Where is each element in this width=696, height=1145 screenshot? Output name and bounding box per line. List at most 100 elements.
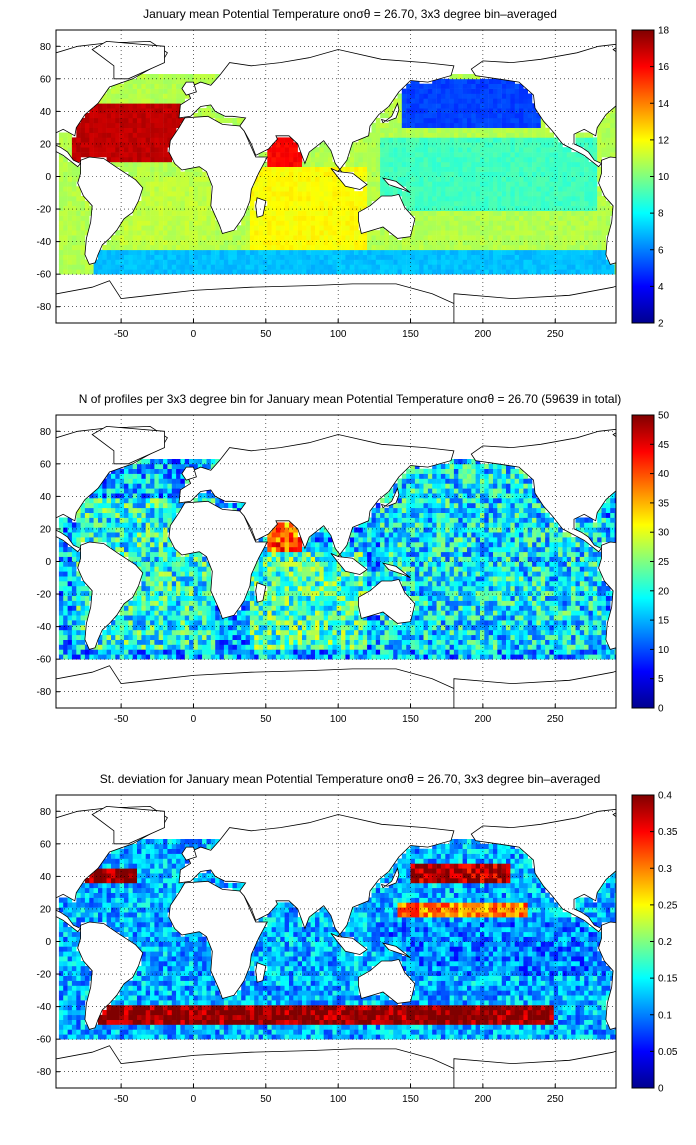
heat-cell bbox=[141, 220, 146, 225]
heat-cell bbox=[350, 640, 355, 645]
heat-cell bbox=[484, 610, 489, 615]
heat-cell bbox=[519, 98, 524, 103]
heat-cell bbox=[167, 113, 172, 118]
heat-cell bbox=[484, 635, 489, 640]
heat-cell bbox=[437, 245, 442, 250]
heat-cell bbox=[610, 152, 615, 157]
heat-cell bbox=[484, 201, 489, 206]
heat-cell bbox=[189, 240, 194, 245]
heat-cell bbox=[341, 610, 346, 615]
heat-cell bbox=[506, 137, 511, 142]
heat-cell bbox=[411, 157, 416, 162]
heat-cell bbox=[81, 230, 86, 235]
heat-cell bbox=[463, 610, 468, 615]
heat-cell bbox=[76, 230, 81, 235]
heat-cell bbox=[298, 191, 303, 196]
heat-cell bbox=[558, 191, 563, 196]
heat-cell bbox=[497, 225, 502, 230]
heat-cell bbox=[128, 133, 133, 138]
heat-cell bbox=[510, 635, 515, 640]
heat-cell bbox=[445, 123, 450, 128]
heat-cell bbox=[437, 615, 442, 620]
heat-cell bbox=[259, 245, 264, 250]
heat-cell bbox=[194, 645, 199, 650]
heat-cell bbox=[411, 177, 416, 182]
heat-cell bbox=[506, 142, 511, 147]
heat-cell bbox=[59, 186, 64, 191]
heat-cell bbox=[146, 177, 151, 182]
heat-cell bbox=[194, 196, 199, 201]
heat-cell bbox=[311, 235, 316, 240]
heat-cell bbox=[202, 211, 207, 216]
heat-cell bbox=[398, 152, 403, 157]
heat-cell bbox=[363, 245, 368, 250]
heat-cell bbox=[363, 162, 368, 167]
heat-cell bbox=[159, 269, 164, 274]
heat-cell bbox=[141, 264, 146, 269]
heat-cell bbox=[172, 220, 177, 225]
heat-cell bbox=[311, 649, 316, 654]
heat-cell bbox=[263, 235, 268, 240]
heat-cell bbox=[146, 152, 151, 157]
heat-cell bbox=[541, 133, 546, 138]
heat-cell bbox=[289, 220, 294, 225]
heat-cell bbox=[146, 157, 151, 162]
heat-cell bbox=[411, 142, 416, 147]
heat-cell bbox=[141, 142, 146, 147]
heat-cell bbox=[367, 172, 372, 177]
heat-cell bbox=[150, 162, 155, 167]
heat-cell bbox=[376, 137, 381, 142]
heat-cell bbox=[402, 625, 407, 630]
heat-cell bbox=[398, 157, 403, 162]
heat-cell bbox=[341, 255, 346, 260]
heat-cell bbox=[519, 128, 524, 133]
heat-cell bbox=[372, 196, 377, 201]
heat-cell bbox=[76, 630, 81, 635]
heat-cell bbox=[528, 240, 533, 245]
heat-cell bbox=[76, 654, 81, 659]
heat-cell bbox=[584, 649, 589, 654]
heat-cell bbox=[146, 255, 151, 260]
heat-cell bbox=[185, 640, 190, 645]
heat-cell bbox=[428, 133, 433, 138]
heat-cell bbox=[415, 157, 420, 162]
heat-cell bbox=[467, 133, 472, 138]
heat-cell bbox=[163, 79, 168, 84]
heat-cell bbox=[141, 230, 146, 235]
heat-cell bbox=[463, 123, 468, 128]
heat-cell bbox=[150, 94, 155, 99]
heat-cell bbox=[563, 245, 568, 250]
heat-cell bbox=[337, 269, 342, 274]
heat-cell bbox=[480, 162, 485, 167]
heat-cell bbox=[163, 211, 168, 216]
heat-cell bbox=[94, 118, 99, 123]
heat-cell bbox=[589, 201, 594, 206]
heat-cell bbox=[59, 225, 64, 230]
heat-cell bbox=[76, 620, 81, 625]
heat-cell bbox=[276, 635, 281, 640]
heat-cell bbox=[545, 640, 550, 645]
heat-cell bbox=[176, 625, 181, 630]
heat-cell bbox=[398, 177, 403, 182]
heat-cell bbox=[589, 635, 594, 640]
heat-cell bbox=[480, 216, 485, 221]
heat-cell bbox=[133, 610, 138, 615]
heat-cell bbox=[411, 118, 416, 123]
heat-cell bbox=[515, 113, 520, 118]
heat-cell bbox=[154, 157, 159, 162]
heat-cell bbox=[484, 167, 489, 172]
heat-cell bbox=[415, 615, 420, 620]
heat-cell bbox=[463, 152, 468, 157]
heat-cell bbox=[133, 94, 138, 99]
heat-cell bbox=[532, 181, 537, 186]
heat-cell bbox=[141, 84, 146, 89]
heat-cell bbox=[107, 128, 112, 133]
heat-cell bbox=[432, 264, 437, 269]
heat-cell bbox=[324, 649, 329, 654]
heat-cell bbox=[224, 255, 229, 260]
heat-cell bbox=[441, 230, 446, 235]
heat-cell bbox=[541, 620, 546, 625]
heat-cell bbox=[589, 142, 594, 147]
heat-cell bbox=[102, 260, 107, 265]
heat-cell bbox=[571, 645, 576, 650]
